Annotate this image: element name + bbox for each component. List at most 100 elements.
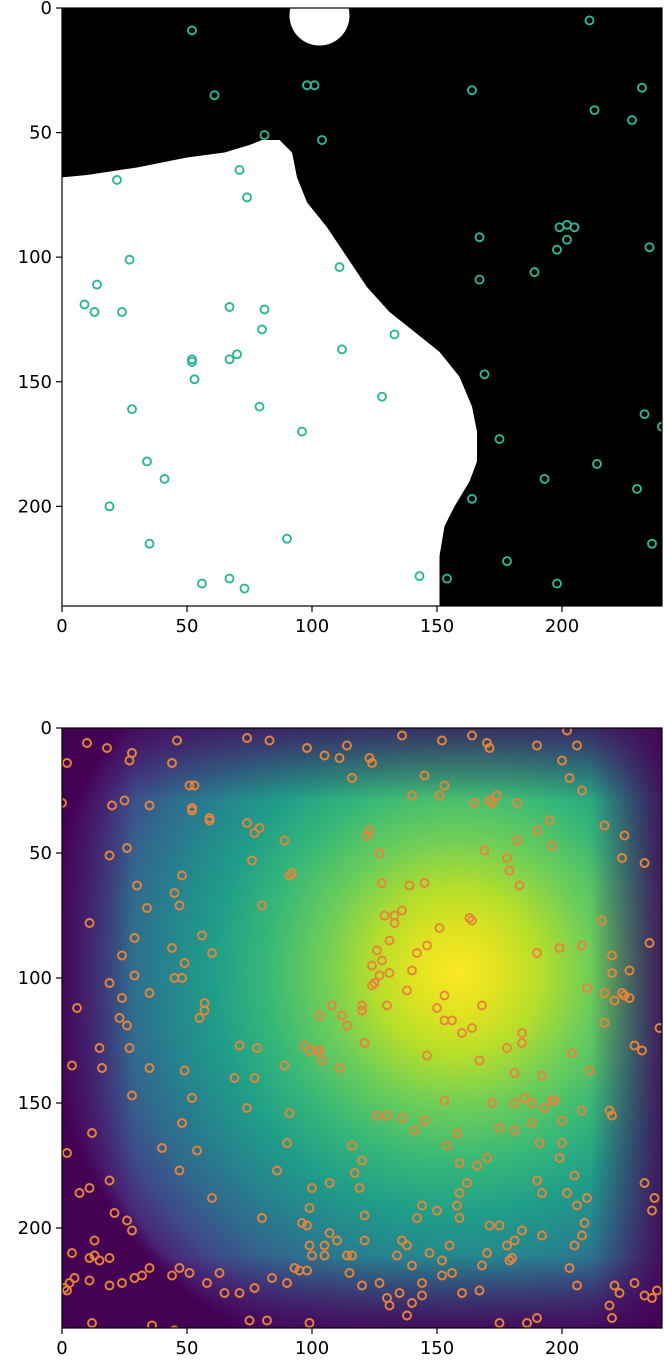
mask-x-tick-label: 200 — [545, 616, 579, 637]
heatmap-data-point — [344, 1268, 355, 1278]
heatmap-data-point — [94, 1255, 105, 1266]
mask-data-point — [112, 174, 122, 185]
heatmap-data-point — [637, 1045, 647, 1056]
heatmap-data-point — [397, 730, 407, 741]
heatmap-data-point — [347, 1250, 357, 1261]
heatmap-data-point — [417, 1200, 427, 1211]
heatmap-data-point — [607, 950, 617, 961]
heatmap-data-point — [104, 1253, 115, 1263]
mask-data-point — [297, 426, 307, 437]
heatmap-data-point — [319, 750, 330, 761]
heatmap-data-point — [167, 758, 177, 768]
heatmap-data-point — [509, 1068, 520, 1078]
heatmap-data-point — [614, 1288, 625, 1298]
heatmap-x-tick-label: 0 — [56, 1338, 67, 1359]
heatmap-data-point — [647, 1205, 657, 1216]
mask-data-point — [377, 391, 387, 402]
heatmap-data-point — [597, 915, 607, 926]
heatmap-data-point — [114, 1013, 125, 1023]
heatmap-data-point — [357, 1280, 367, 1291]
heatmap-data-point — [467, 1023, 477, 1033]
mask-data-point — [127, 404, 137, 415]
mask-data-point — [159, 473, 170, 484]
heatmap-data-point — [484, 795, 495, 806]
heatmap-data-point — [254, 823, 265, 833]
heatmap-data-point — [179, 958, 190, 968]
heatmap-data-point — [379, 910, 390, 921]
mask-data-point — [242, 192, 252, 203]
heatmap-data-point — [402, 1310, 412, 1321]
heatmap-data-point — [591, 1337, 599, 1345]
heatmap-data-point — [367, 980, 377, 991]
heatmap-data-point — [184, 780, 195, 791]
heatmap-data-point — [244, 1315, 255, 1326]
heatmap-data-point — [394, 1288, 405, 1298]
heatmap-data-point — [572, 740, 582, 751]
heatmap-data-point — [84, 1183, 95, 1193]
heatmap-data-point — [364, 753, 375, 763]
heatmap-data-point — [249, 1073, 260, 1083]
heatmap-data-point — [629, 1040, 640, 1051]
heatmap-data-point — [599, 988, 610, 998]
heatmap-data-point — [432, 1003, 442, 1013]
mask-data-point — [282, 533, 292, 544]
heatmap-data-point — [144, 800, 155, 811]
heatmap-data-point — [477, 1000, 487, 1011]
heatmap-data-point — [519, 1093, 530, 1103]
heatmap-data-point — [367, 758, 377, 768]
top-marker-layer — [79, 15, 662, 594]
heatmap-data-point — [389, 918, 400, 928]
heatmap-data-point — [252, 1043, 262, 1053]
heatmap-data-point — [334, 1063, 345, 1073]
heatmap-data-point — [187, 805, 197, 816]
mask-data-point — [502, 556, 512, 567]
heatmap-data-point — [218, 1334, 226, 1342]
heatmap-data-point — [447, 1015, 457, 1026]
heatmap-data-point — [204, 815, 215, 826]
mask-y-tick-label: 200 — [18, 496, 52, 517]
heatmap-data-point — [272, 1165, 282, 1176]
heatmap-data-point — [412, 1213, 422, 1223]
heatmap-data-point — [62, 1148, 72, 1158]
heatmap-data-point — [502, 1240, 512, 1251]
heatmap-data-point — [407, 790, 417, 801]
heatmap-data-point — [207, 1193, 217, 1203]
mask-data-point — [562, 234, 572, 245]
heatmap-data-point — [82, 738, 92, 748]
heatmap-data-point — [117, 950, 127, 961]
heatmap-data-point — [192, 1145, 202, 1156]
heatmap-data-point — [342, 740, 352, 751]
heatmap-data-point — [362, 830, 372, 841]
mask-axes: 0 50 100 150 200 0 50 100 150 200 — [18, 0, 580, 637]
heatmap-data-point — [317, 1055, 327, 1066]
heatmap-data-point — [567, 1048, 577, 1058]
heatmap-data-point — [122, 1215, 132, 1226]
mask-data-point — [569, 222, 580, 233]
mask-data-point — [552, 578, 562, 589]
heatmap-data-point — [504, 1255, 515, 1266]
heatmap-data-point — [432, 1205, 442, 1216]
heatmap-data-point — [287, 868, 297, 878]
heatmap-data-point — [324, 1178, 335, 1188]
heatmap-data-point — [532, 1175, 542, 1186]
heatmap-data-point — [109, 1208, 120, 1218]
heatmap-data-point — [384, 968, 395, 978]
heatmap-data-point — [384, 935, 395, 946]
heatmap-data-point — [547, 840, 557, 851]
heatmap-data-point — [649, 1193, 660, 1203]
heatmap-data-point — [532, 948, 542, 958]
heatmap-data-point — [494, 1318, 505, 1328]
heatmap-data-point — [452, 1128, 462, 1138]
heatmap-data-point — [157, 1143, 167, 1153]
heatmap-data-point — [144, 1263, 155, 1273]
mask-data-point — [254, 401, 265, 412]
heatmap-data-point — [509, 1098, 520, 1108]
heatmap-data-point — [492, 790, 502, 801]
mask-data-point — [647, 538, 657, 549]
heatmap-data-point — [264, 735, 275, 746]
heatmap-data-point — [564, 773, 575, 783]
heatmap-x-tick-label: 100 — [295, 1338, 329, 1359]
heatmap-data-point — [457, 1028, 467, 1038]
heatmap-data-point — [502, 853, 512, 863]
heatmap-data-point — [484, 1220, 495, 1231]
